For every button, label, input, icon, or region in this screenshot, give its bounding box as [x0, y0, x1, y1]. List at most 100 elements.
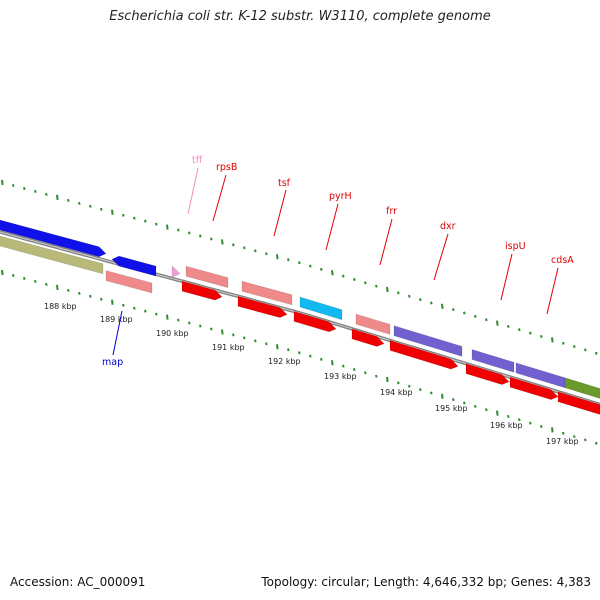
tick-mark — [540, 335, 543, 338]
tick-mark — [573, 345, 576, 349]
gene-block-tsf — [241, 280, 293, 306]
tick-label: 195 kbp — [435, 404, 468, 413]
label-leader-ispU — [500, 253, 513, 301]
genome-summary: Topology: circular; Length: 4,646,332 bp… — [261, 575, 591, 589]
gene-label-ispU: ispU — [505, 241, 526, 252]
tick-mark — [463, 311, 466, 315]
tick-label: 197 kbp — [546, 437, 579, 446]
gene-block-blue-upper — [0, 219, 107, 258]
tick-mark — [419, 388, 422, 392]
tick-mark — [430, 391, 433, 395]
tick-mark — [529, 421, 532, 425]
tick-mark — [1, 179, 4, 186]
tick-mark — [188, 231, 191, 235]
gene-block-ispU-cds — [465, 363, 510, 385]
tick-mark — [441, 303, 444, 309]
tick-mark — [408, 384, 411, 388]
tick-mark — [34, 279, 37, 283]
tick-mark — [144, 219, 147, 223]
tick-mark — [78, 201, 81, 205]
tick-mark — [452, 308, 455, 312]
gene-label-frr: frr — [386, 206, 397, 217]
label-leader-tff — [187, 167, 199, 215]
tick-mark — [573, 435, 576, 439]
tick-mark — [122, 303, 125, 307]
gene-block-dxr — [393, 325, 463, 357]
tick-mark — [67, 288, 70, 292]
gene-block-rpsB-cds — [181, 280, 223, 301]
gene-label-map: map — [102, 357, 123, 368]
tick-mark — [584, 438, 587, 442]
gene-block-map — [111, 255, 157, 277]
gene-block-cdsA-cds — [509, 376, 559, 400]
tick-mark — [441, 393, 444, 399]
tick-mark — [485, 318, 488, 322]
tick-mark — [584, 348, 587, 352]
tick-mark — [298, 261, 301, 265]
tick-mark — [243, 246, 246, 250]
tick-mark — [210, 327, 213, 331]
tick-mark — [375, 284, 378, 288]
tick-mark — [199, 234, 202, 238]
gene-label-tsf: tsf — [278, 178, 291, 189]
tick-mark — [298, 351, 301, 355]
tick-mark — [56, 284, 59, 291]
gene-label-cdsA: cdsA — [551, 255, 574, 266]
tick-mark — [177, 318, 180, 322]
tick-mark — [265, 252, 268, 256]
tick-mark — [595, 441, 598, 445]
tick-mark — [507, 324, 510, 328]
inner-tick-ring — [1, 269, 598, 445]
tick-mark — [12, 274, 15, 277]
tick-mark — [342, 274, 345, 278]
tick-mark — [540, 425, 543, 428]
gene-label-dxr: dxr — [440, 221, 456, 232]
gene-block-tff — [171, 265, 181, 278]
tick-mark — [507, 414, 510, 418]
gene-block-frr-cds — [351, 328, 385, 347]
tick-mark — [243, 336, 246, 340]
tick-mark — [67, 198, 70, 202]
tick-mark — [397, 291, 400, 295]
tick-mark — [474, 314, 477, 318]
tick-mark — [221, 239, 224, 245]
tick-mark — [386, 286, 389, 293]
gene-block-olive — [0, 235, 104, 275]
outer-tick-ring — [1, 179, 598, 355]
label-leader-tsf — [273, 189, 287, 237]
tick-label: 190 kbp — [156, 329, 189, 338]
gene-block-frr — [355, 313, 391, 335]
label-leader-frr — [379, 218, 393, 266]
tick-mark — [562, 431, 565, 435]
tick-mark — [188, 321, 191, 325]
tick-mark — [34, 189, 37, 193]
tick-mark — [1, 269, 4, 276]
tick-mark — [199, 324, 202, 328]
tick-mark — [265, 342, 268, 346]
tick-mark — [100, 297, 103, 301]
tick-mark — [111, 299, 114, 305]
tick-mark — [551, 427, 554, 433]
label-leader-cdsA — [546, 267, 559, 315]
tick-mark — [56, 194, 59, 201]
gene-label-rpsB: rpsB — [216, 162, 237, 173]
tick-mark — [452, 398, 455, 402]
accession-label: Accession: AC_000091 — [10, 575, 146, 589]
tick-mark — [463, 401, 466, 405]
label-leader-pyrH — [325, 203, 339, 251]
tick-mark — [254, 249, 257, 253]
tick-mark — [562, 341, 565, 345]
tick-mark — [309, 354, 312, 358]
tick-mark — [89, 204, 92, 208]
tick-mark — [320, 267, 323, 271]
tick-mark — [353, 367, 356, 371]
tick-mark — [496, 410, 499, 416]
tick-mark — [155, 222, 158, 226]
tick-mark — [397, 381, 400, 385]
tick-mark — [166, 224, 169, 230]
map-title: Escherichia coli str. K-12 substr. W3110… — [109, 9, 491, 24]
label-leader-map — [112, 310, 123, 356]
tick-mark — [496, 320, 499, 326]
tick-mark — [122, 213, 125, 217]
tick-mark — [23, 186, 26, 190]
